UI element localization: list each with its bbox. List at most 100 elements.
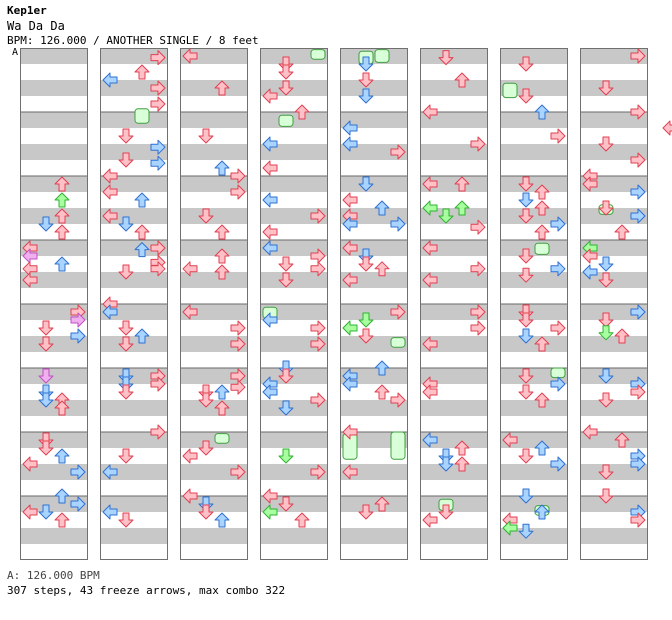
beat-band — [580, 176, 648, 192]
column-border — [420, 48, 488, 560]
column-border — [260, 48, 328, 560]
beat-band — [180, 176, 248, 192]
down-arrow-note — [598, 80, 614, 96]
beat-band — [100, 208, 168, 224]
up-arrow-note — [534, 104, 550, 120]
chart-column — [260, 48, 328, 560]
beat-band — [20, 304, 88, 320]
left-arrow-note — [182, 488, 198, 504]
down-arrow-note — [518, 523, 534, 539]
right-arrow-note — [550, 376, 566, 392]
right-arrow-note — [470, 219, 486, 235]
beat-band — [340, 400, 408, 416]
freeze-arrow-body — [310, 49, 326, 60]
beat-band — [500, 464, 568, 480]
left-arrow-note — [182, 304, 198, 320]
beat-band — [260, 208, 328, 224]
beat-band — [100, 176, 168, 192]
down-arrow-note — [38, 320, 54, 336]
right-arrow-note — [150, 240, 166, 256]
left-arrow-note — [342, 320, 358, 336]
right-arrow-note — [70, 496, 86, 512]
right-arrow-note — [630, 512, 646, 528]
beat-band — [20, 272, 88, 288]
beat-band — [20, 464, 88, 480]
chart-column — [20, 48, 88, 560]
down-arrow-note — [518, 448, 534, 464]
footer-bpm-line: A: 126.000 BPM — [7, 569, 100, 582]
down-arrow-note — [438, 208, 454, 224]
beat-band — [180, 336, 248, 352]
down-arrow-note — [118, 128, 134, 144]
down-arrow-note — [38, 216, 54, 232]
left-arrow-note — [342, 272, 358, 288]
up-arrow-note — [534, 184, 550, 200]
up-arrow-note — [534, 336, 550, 352]
column-border — [20, 48, 88, 560]
right-arrow-note — [390, 144, 406, 160]
up-arrow-note — [534, 392, 550, 408]
down-arrow-note — [518, 312, 534, 328]
beat-band — [340, 368, 408, 384]
right-arrow-note — [550, 216, 566, 232]
beat-band — [500, 272, 568, 288]
beat-band — [580, 336, 648, 352]
left-arrow-note — [422, 336, 438, 352]
right-arrow-note — [150, 261, 166, 277]
beat-band — [420, 176, 488, 192]
up-arrow-note — [214, 80, 230, 96]
down-arrow-note — [598, 200, 614, 216]
left-arrow-note — [102, 504, 118, 520]
beat-band — [420, 48, 488, 64]
beat-band — [20, 400, 88, 416]
up-arrow-note — [54, 192, 70, 208]
beat-band — [180, 368, 248, 384]
down-arrow-note — [198, 440, 214, 456]
down-arrow-note — [118, 216, 134, 232]
beat-band — [340, 240, 408, 256]
beat-band — [580, 528, 648, 544]
beat-band — [260, 368, 328, 384]
beat-band — [580, 304, 648, 320]
right-arrow-note — [150, 139, 166, 155]
beat-band — [180, 432, 248, 448]
up-arrow-note — [214, 248, 230, 264]
down-arrow-note — [118, 152, 134, 168]
right-arrow-note — [310, 261, 326, 277]
down-arrow-note — [518, 176, 534, 192]
up-arrow-note — [534, 224, 550, 240]
right-arrow-note — [310, 336, 326, 352]
beat-band — [340, 112, 408, 128]
chart-column — [420, 48, 488, 560]
right-arrow-note — [470, 136, 486, 152]
freeze-arrow-body — [534, 242, 550, 255]
beat-band — [180, 112, 248, 128]
down-arrow-note — [198, 392, 214, 408]
beat-band — [100, 336, 168, 352]
up-arrow-note — [54, 224, 70, 240]
down-arrow-note — [38, 368, 54, 384]
left-arrow-note — [342, 136, 358, 152]
beat-band — [260, 464, 328, 480]
beat-band — [260, 240, 328, 256]
beat-band — [180, 240, 248, 256]
right-arrow-note — [150, 96, 166, 112]
left-arrow-note — [262, 136, 278, 152]
left-arrow-note — [182, 261, 198, 277]
left-arrow-note — [262, 160, 278, 176]
up-arrow-note — [294, 512, 310, 528]
left-arrow-note — [342, 120, 358, 136]
left-arrow-note — [22, 456, 38, 472]
beat-band — [340, 80, 408, 96]
right-arrow-note — [230, 168, 246, 184]
right-arrow-note — [70, 312, 86, 328]
left-arrow-note — [102, 304, 118, 320]
down-arrow-note — [598, 392, 614, 408]
down-arrow-note — [518, 328, 534, 344]
down-arrow-note — [198, 128, 214, 144]
beat-band — [260, 336, 328, 352]
right-arrow-note — [550, 128, 566, 144]
left-arrow-note — [262, 312, 278, 328]
beat-band — [420, 496, 488, 512]
beat-band — [420, 208, 488, 224]
